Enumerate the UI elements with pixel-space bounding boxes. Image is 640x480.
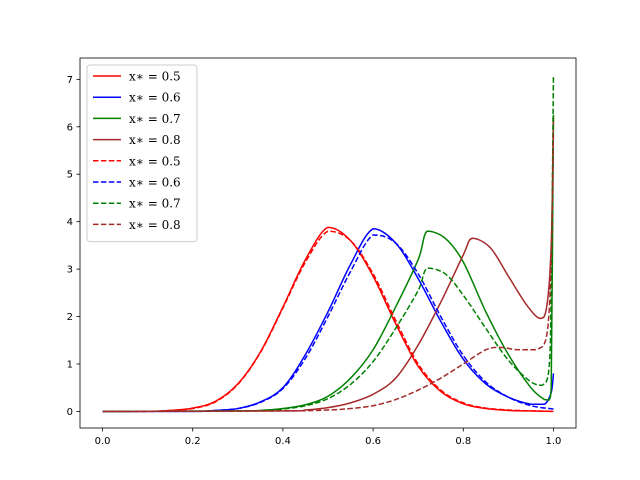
y-tick-label: 4	[67, 217, 73, 228]
x-tick-label: 0.4	[275, 436, 291, 447]
legend-label: x∗ = 0.5	[129, 154, 181, 168]
x-tick-label: 0.6	[365, 436, 381, 447]
legend-label: x∗ = 0.8	[129, 218, 181, 232]
series-line-3	[102, 117, 555, 413]
plot-frame	[79, 57, 577, 429]
legend-box	[86, 64, 198, 243]
legend-label: x∗ = 0.7	[129, 112, 181, 126]
y-tick-label: 0	[67, 407, 73, 418]
y-tick-label: 1	[67, 359, 73, 370]
x-tick-label: 1.0	[546, 436, 562, 447]
x-axis: 0.0 0.2 0.4 0.6 0.8 1.0	[95, 428, 562, 447]
series-line-4	[102, 230, 554, 413]
x-tick-label: 0.0	[95, 436, 111, 447]
y-tick-label: 5	[67, 170, 73, 181]
legend-label: x∗ = 0.5	[129, 70, 181, 84]
y-tick-label: 2	[67, 312, 73, 323]
y-axis: 0 1 2 3 4 5 6 7	[67, 75, 80, 418]
legend: x∗ = 0.5 x∗ = 0.6 x∗ = 0.7 x∗ = 0.8 x∗ = 0.5…	[86, 64, 198, 243]
series-line-7	[102, 131, 555, 413]
series-line-2	[102, 114, 555, 413]
y-tick-label: 6	[67, 122, 73, 133]
y-tick-label: 7	[67, 75, 73, 86]
legend-label: x∗ = 0.8	[129, 133, 181, 147]
series-line-5	[102, 234, 554, 413]
x-tick-label: 0.8	[455, 436, 471, 447]
legend-label: x∗ = 0.6	[129, 91, 181, 105]
legend-label: x∗ = 0.7	[129, 197, 181, 211]
legend-label: x∗ = 0.6	[129, 176, 181, 190]
plot-lines	[102, 74, 555, 413]
x-tick-label: 0.2	[185, 436, 201, 447]
series-line-6	[102, 74, 555, 413]
y-tick-label: 3	[67, 265, 73, 276]
